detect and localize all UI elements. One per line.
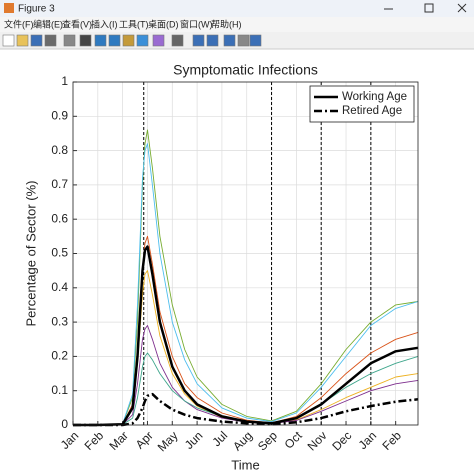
- x-axis-label: Time: [231, 457, 259, 472]
- toolbar-button[interactable]: [2, 34, 15, 47]
- menu-item[interactable]: 工具(T): [119, 19, 149, 29]
- x-tick-label: Jul: [210, 428, 231, 449]
- toolbar-button[interactable]: [192, 34, 205, 47]
- toolbar-button[interactable]: [122, 34, 135, 47]
- menu-item[interactable]: 插入(I): [91, 18, 118, 29]
- legend-box: [309, 85, 415, 123]
- title-bar: [0, 0, 474, 17]
- series-line: [73, 245, 419, 427]
- maximize-button[interactable]: [424, 3, 434, 13]
- x-tick-label: Feb: [379, 428, 404, 453]
- series-line: [73, 392, 419, 427]
- y-tick-label: 1: [61, 74, 68, 88]
- toolbar-button[interactable]: [171, 34, 184, 47]
- x-tick-label: Sep: [255, 428, 280, 453]
- x-tick-label: Aug: [230, 428, 255, 453]
- toolbar-button[interactable]: [94, 34, 107, 47]
- x-tick-label: Jan: [58, 428, 82, 452]
- menu-bar: [0, 17, 474, 32]
- chart-title: Symptomatic Infections: [173, 62, 318, 78]
- y-tick-label: 0.4: [51, 280, 68, 294]
- toolbar-button[interactable]: [206, 34, 219, 47]
- x-tick-label: Nov: [305, 428, 330, 453]
- legend-label: Working Age: [342, 91, 407, 103]
- y-tick-label: 0.3: [51, 314, 68, 328]
- series-line: [73, 143, 419, 426]
- menu-item[interactable]: 编辑(E): [33, 18, 63, 29]
- toolbar-button[interactable]: [44, 34, 57, 47]
- toolbar-button[interactable]: [223, 34, 236, 47]
- y-axis-label: Percentage of Sector (%): [23, 181, 38, 327]
- y-tick-label: 0.9: [51, 108, 68, 122]
- menu-item[interactable]: 帮助(H): [211, 18, 242, 29]
- menu-item[interactable]: 窗口(W): [180, 18, 213, 29]
- toolbar-button[interactable]: [30, 34, 43, 47]
- toolbar-button[interactable]: [136, 34, 149, 47]
- legend-label: Retired Age: [342, 105, 402, 117]
- x-tick-label: Feb: [82, 428, 107, 453]
- y-tick-label: 0.6: [51, 211, 68, 225]
- menu-items: 文件(F) 编辑(E) 查看(V) 插入(I) 工具(T) 桌面(D) 窗口(W)帮助(H): [4, 18, 242, 29]
- y-tick-label: 0.2: [51, 349, 68, 363]
- toolbar-button[interactable]: [108, 34, 121, 47]
- y-tick-label: 0.7: [51, 177, 68, 191]
- axes-box: [72, 81, 419, 426]
- menu-item[interactable]: 文件(F): [4, 18, 34, 29]
- window-title: Figure 3: [18, 4, 55, 15]
- series-line: [73, 325, 419, 426]
- y-tick-label: 0.1: [51, 383, 68, 397]
- toolbar-button[interactable]: [63, 34, 76, 47]
- x-tick-label: Apr: [133, 428, 156, 451]
- toolbar-buttons: [2, 34, 262, 47]
- menu-item[interactable]: 桌面(D): [148, 18, 179, 29]
- y-tick-label: 0.5: [51, 246, 68, 260]
- toolbar-button[interactable]: [16, 34, 29, 47]
- x-tick-label: Dec: [329, 428, 354, 453]
- x-tick-label: Jan: [356, 428, 380, 452]
- app-icon: [4, 3, 14, 13]
- y-tick-label: 0: [61, 417, 68, 431]
- toolbar-button[interactable]: [79, 34, 92, 47]
- x-tick-label: Jun: [182, 428, 206, 452]
- close-button[interactable]: [457, 3, 467, 13]
- toolbar-button[interactable]: [152, 34, 165, 47]
- series-line: [73, 352, 419, 426]
- menu-item[interactable]: 查看(V): [62, 18, 92, 29]
- x-tick-label: Mar: [106, 428, 131, 453]
- toolbar-button[interactable]: [237, 34, 250, 47]
- x-tick-label: Oct: [282, 428, 306, 452]
- y-tick-label: 0.8: [51, 143, 68, 157]
- toolbar-button[interactable]: [249, 34, 262, 47]
- series-line: [73, 129, 419, 426]
- x-tick-label: May: [155, 428, 181, 454]
